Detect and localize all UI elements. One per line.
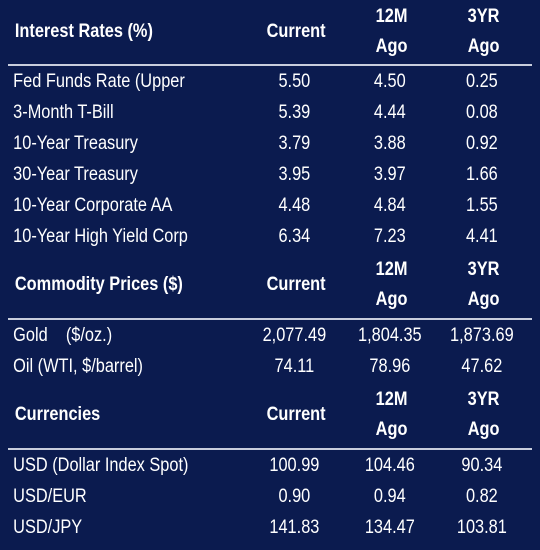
table-row: 30-Year Treasury 3.95 3.97 1.66 <box>8 159 531 190</box>
3yr-ago-value: 0.92 <box>465 132 498 154</box>
3yr-ago-value: 4.41 <box>465 225 498 247</box>
current-column-header: Current <box>266 21 326 42</box>
ago-label: Ago <box>467 36 500 57</box>
current-value: 4.48 <box>278 194 311 216</box>
interest-rates-header: Interest Rates (%) Current 12M Ago 3YR A… <box>8 0 531 64</box>
12m-ago-value: 4.44 <box>373 101 406 123</box>
current-value: 74.11 <box>274 355 315 377</box>
row-label: Oil (WTI, $/barrel) <box>13 355 143 377</box>
12m-label: 12M <box>375 6 408 27</box>
row-label: 10-Year High Yield Corp <box>13 225 188 247</box>
current-value: 100.99 <box>269 454 320 476</box>
row-label: USD/EUR <box>13 485 87 507</box>
3yr-ago-value: 0.82 <box>465 485 498 507</box>
ago-label: Ago <box>375 36 408 57</box>
table-row: 3-Month T-Bill 5.39 4.44 0.08 <box>8 97 531 128</box>
section-divider <box>8 64 532 66</box>
row-label: 10-Year Treasury <box>13 132 138 154</box>
currencies-header: Currencies Current 12M Ago 3YR Ago <box>8 382 531 448</box>
3yr-label: 3YR <box>467 6 500 27</box>
12m-ago-column-header: 12M Ago <box>347 255 436 315</box>
table-row: 10-Year Treasury 3.79 3.88 0.92 <box>8 128 531 159</box>
current-column-header: Current <box>266 274 326 295</box>
row-label: 30-Year Treasury <box>13 163 138 185</box>
12m-ago-value: 4.50 <box>373 70 406 92</box>
table-row: Fed Funds Rate (Upper 5.50 4.50 0.25 <box>8 66 531 97</box>
section-divider <box>8 448 532 450</box>
row-label: Gold ($/oz.) <box>13 324 113 346</box>
table-row: Oil (WTI, $/barrel) 74.11 78.96 47.62 <box>8 351 531 382</box>
row-label: USD/JPY <box>13 516 83 538</box>
3yr-label: 3YR <box>467 389 500 410</box>
current-value: 0.90 <box>278 485 311 507</box>
current-value: 2,077.49 <box>262 324 327 346</box>
12m-ago-value: 134.47 <box>364 516 415 538</box>
ago-label: Ago <box>467 419 500 440</box>
row-label: Fed Funds Rate (Upper <box>13 70 185 92</box>
table-row: Gold ($/oz.) 2,077.49 1,804.35 1,873.69 <box>8 320 531 351</box>
ago-label: Ago <box>375 289 408 310</box>
12m-ago-column-header: 12M Ago <box>347 385 436 445</box>
table-row: 10-Year Corporate AA 4.48 4.84 1.55 <box>8 190 531 221</box>
section-title: Currencies <box>14 404 101 425</box>
3yr-ago-value: 1,873.69 <box>450 324 514 346</box>
table-row: USD/JPY 141.83 134.47 103.81 <box>8 512 531 543</box>
section-title: Commodity Prices ($) <box>14 274 183 295</box>
12m-ago-value: 3.97 <box>373 163 406 185</box>
row-label: USD (Dollar Index Spot) <box>13 454 189 476</box>
3yr-ago-value: 90.34 <box>461 454 503 476</box>
3yr-ago-value: 1.55 <box>465 194 498 216</box>
12m-ago-value: 0.94 <box>373 485 406 507</box>
commodity-prices-section: Commodity Prices ($) Current 12M Ago 3YR… <box>8 252 534 382</box>
section-title: Interest Rates (%) <box>14 21 153 42</box>
ago-label: Ago <box>375 419 408 440</box>
current-value: 3.95 <box>278 163 311 185</box>
12m-label: 12M <box>375 259 408 280</box>
row-label: 10-Year Corporate AA <box>13 194 173 216</box>
3yr-ago-column-header: 3YR Ago <box>436 255 531 315</box>
3yr-ago-value: 0.08 <box>465 101 498 123</box>
12m-ago-value: 104.46 <box>364 454 415 476</box>
12m-label: 12M <box>375 389 408 410</box>
current-value: 3.79 <box>278 132 311 154</box>
current-column-header: Current <box>266 404 326 425</box>
12m-ago-value: 3.88 <box>373 132 406 154</box>
12m-ago-column-header: 12M Ago <box>347 2 436 62</box>
3yr-ago-column-header: 3YR Ago <box>436 2 531 62</box>
table-row: USD (Dollar Index Spot) 100.99 104.46 90… <box>8 450 531 481</box>
12m-ago-value: 78.96 <box>369 355 411 377</box>
currencies-section: Currencies Current 12M Ago 3YR Ago USD (… <box>8 382 534 543</box>
3yr-ago-column-header: 3YR Ago <box>436 385 531 445</box>
ago-label: Ago <box>467 289 500 310</box>
12m-ago-value: 4.84 <box>373 194 406 216</box>
3yr-label: 3YR <box>467 259 500 280</box>
12m-ago-value: 7.23 <box>373 225 406 247</box>
current-value: 141.83 <box>269 516 320 538</box>
current-value: 6.34 <box>278 225 311 247</box>
row-label: 3-Month T-Bill <box>13 101 114 123</box>
3yr-ago-value: 1.66 <box>465 163 498 185</box>
3yr-ago-value: 0.25 <box>465 70 498 92</box>
table-row: USD/EUR 0.90 0.94 0.82 <box>8 481 531 512</box>
commodity-prices-header: Commodity Prices ($) Current 12M Ago 3YR… <box>8 252 531 318</box>
section-divider <box>8 318 532 320</box>
table-row: 10-Year High Yield Corp 6.34 7.23 4.41 <box>8 221 531 252</box>
12m-ago-value: 1,804.35 <box>358 324 422 346</box>
current-value: 5.39 <box>278 101 311 123</box>
interest-rates-section: Interest Rates (%) Current 12M Ago 3YR A… <box>8 0 534 252</box>
3yr-ago-value: 103.81 <box>456 516 507 538</box>
3yr-ago-value: 47.62 <box>461 355 503 377</box>
current-value: 5.50 <box>278 70 311 92</box>
